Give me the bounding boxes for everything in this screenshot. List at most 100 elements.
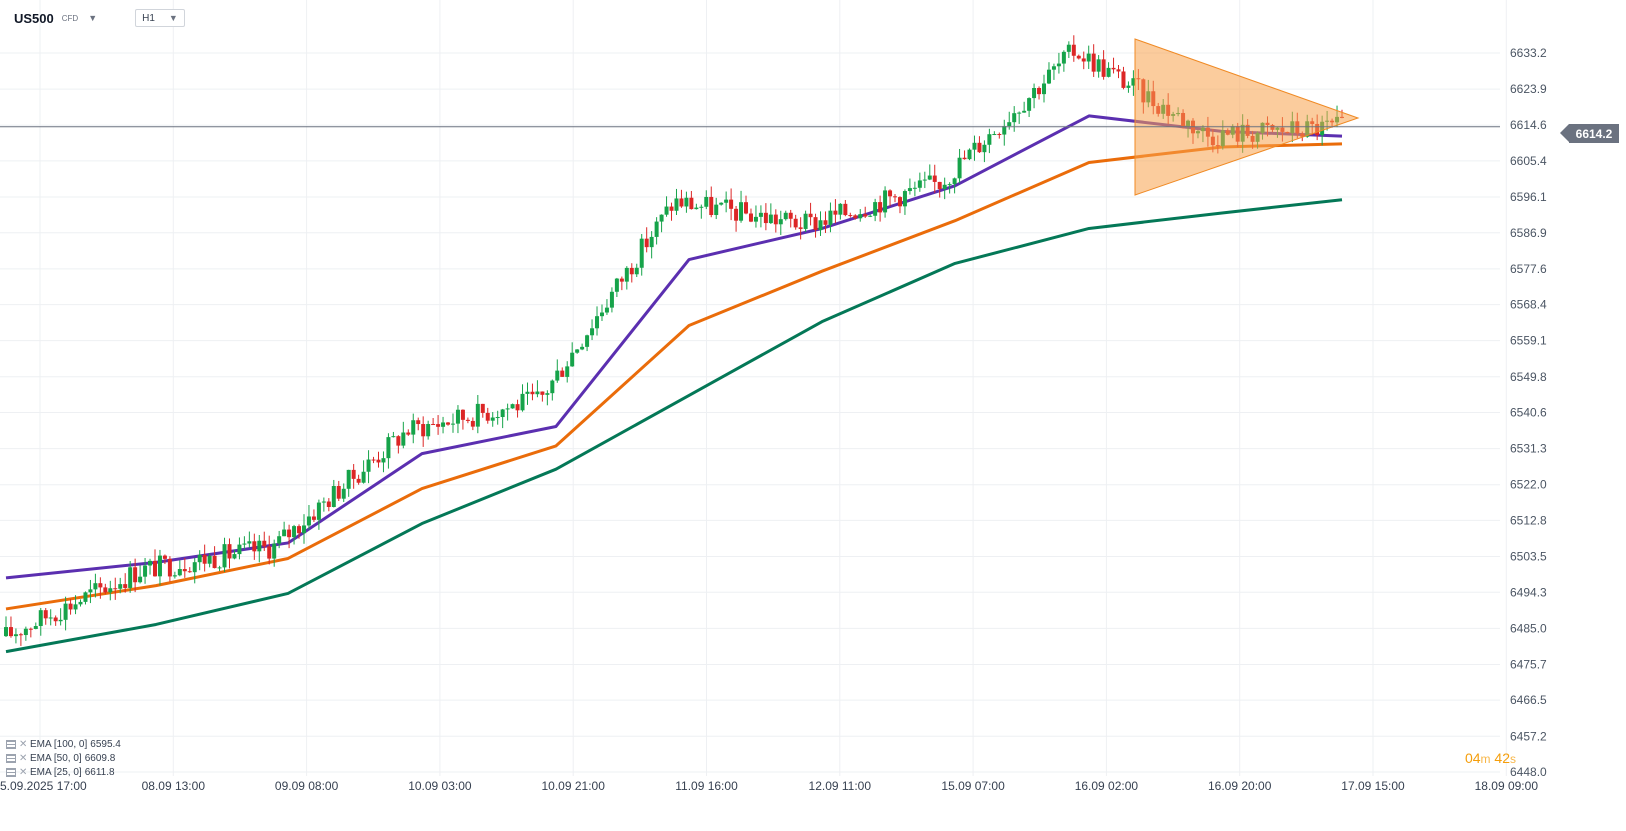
chevron-down-icon[interactable]: ▼ [88,13,98,23]
indicator-settings-icon[interactable] [6,753,16,763]
candle-body [604,307,609,313]
candle-body [391,436,396,438]
candle-body [520,393,525,411]
candle-body [43,610,48,619]
candle-body [202,554,207,564]
candle-body [1121,71,1126,88]
candle-body [599,312,604,317]
time-tick-label: 16.09 20:00 [1208,779,1272,793]
candle-body [341,488,346,499]
candle-body [326,501,331,507]
time-tick-label: 16.09 02:00 [1075,779,1139,793]
candle-body [18,634,23,636]
price-tick-label: 6475.7 [1510,657,1547,671]
close-icon[interactable]: ✕ [19,766,28,778]
candle-body [977,142,982,153]
candle-body [778,219,783,225]
candle-body [595,316,600,329]
candle-body [530,391,535,395]
price-tick-label: 6633.2 [1510,46,1547,60]
candle-body [356,478,361,483]
candle-body [68,603,73,610]
candle-body [277,536,282,544]
close-icon[interactable]: ✕ [19,752,28,764]
ema-lines [5,114,1343,654]
candle-body [590,328,595,336]
indicator-settings-icon[interactable] [6,767,16,777]
legend-item-ema-25: ✕ EMA [25, 0] 6611.8 [6,765,121,779]
candle-body [967,149,972,160]
candle-body [1051,66,1056,70]
ema-line-25 [5,114,1343,580]
candle-body [1111,67,1116,70]
candle-body [535,391,540,395]
candle-body [1066,44,1071,52]
candle-body [247,541,252,544]
candle-body [172,575,177,577]
candle-body [311,516,316,520]
candle-body [540,391,545,395]
legend-value: 6611.8 [84,766,115,778]
time-axis[interactable]: 05.09.2025 17:00 08.09 13:00 09.09 08:00 10… [0,779,1538,793]
candle-body [1032,87,1037,99]
candle-body [500,409,505,418]
time-tick-label: 05.09.2025 17:00 [0,779,87,793]
price-tick-label: 6466.5 [1510,693,1547,707]
legend-label: EMA [100, 0] [30,738,88,750]
candle-body [495,417,500,419]
triangle-pattern-drawing[interactable] [1134,38,1360,196]
candle-body [346,469,351,489]
price-tick-label: 6623.9 [1510,82,1547,96]
chevron-down-icon: ▼ [168,13,178,23]
candle-body [416,420,421,425]
candle-body [371,459,376,461]
indicator-settings-icon[interactable] [6,739,16,749]
candle-body [763,212,768,224]
candle-body [187,571,192,573]
candle-body [38,610,43,627]
candle-body [88,589,93,593]
candle-body [724,199,729,203]
candle-body [138,576,143,583]
candle-body [1017,112,1022,114]
candle-body [1012,113,1017,123]
time-tick-label: 09.09 08:00 [275,779,339,793]
candle-body [1027,98,1032,111]
candle-body [58,619,63,622]
countdown-seconds: 42 [1494,750,1510,766]
price-axis[interactable]: 6633.2 6623.9 6614.6 6605.4 6596.1 6586.9 6577… [1510,46,1547,779]
timeframe-selector[interactable]: H1 ▼ [135,9,185,27]
candle-body [242,543,247,545]
candle-body [63,603,68,620]
candle-body [152,560,157,577]
candle-body [1101,59,1106,77]
candle-body [848,215,853,217]
candle-body [704,196,709,207]
candle-body [907,188,912,192]
price-tick-label: 6540.6 [1510,406,1547,420]
candle-body [1116,69,1121,72]
candle-body [177,569,182,576]
candle-body [83,592,88,602]
symbol-label[interactable]: US500 [14,10,54,26]
candle-body [292,526,297,538]
candle-body [639,238,644,268]
candle-body [893,196,898,198]
time-tick-label: 10.09 21:00 [541,779,605,793]
candle-body [182,569,187,572]
candle-body [937,181,942,190]
candle-body [758,212,763,217]
candle-body [525,391,530,394]
candle-body [267,546,272,559]
candle-body [729,199,734,209]
price-tick-label: 6549.8 [1510,370,1547,384]
close-icon[interactable]: ✕ [19,738,28,750]
price-tick-label: 6485.0 [1510,621,1547,635]
candle-body [1086,53,1091,62]
legend-label: EMA [50, 0] [30,752,82,764]
candle-body [282,529,287,537]
candle-body [376,459,381,463]
candle-body [575,349,580,353]
candle-body [470,420,475,427]
